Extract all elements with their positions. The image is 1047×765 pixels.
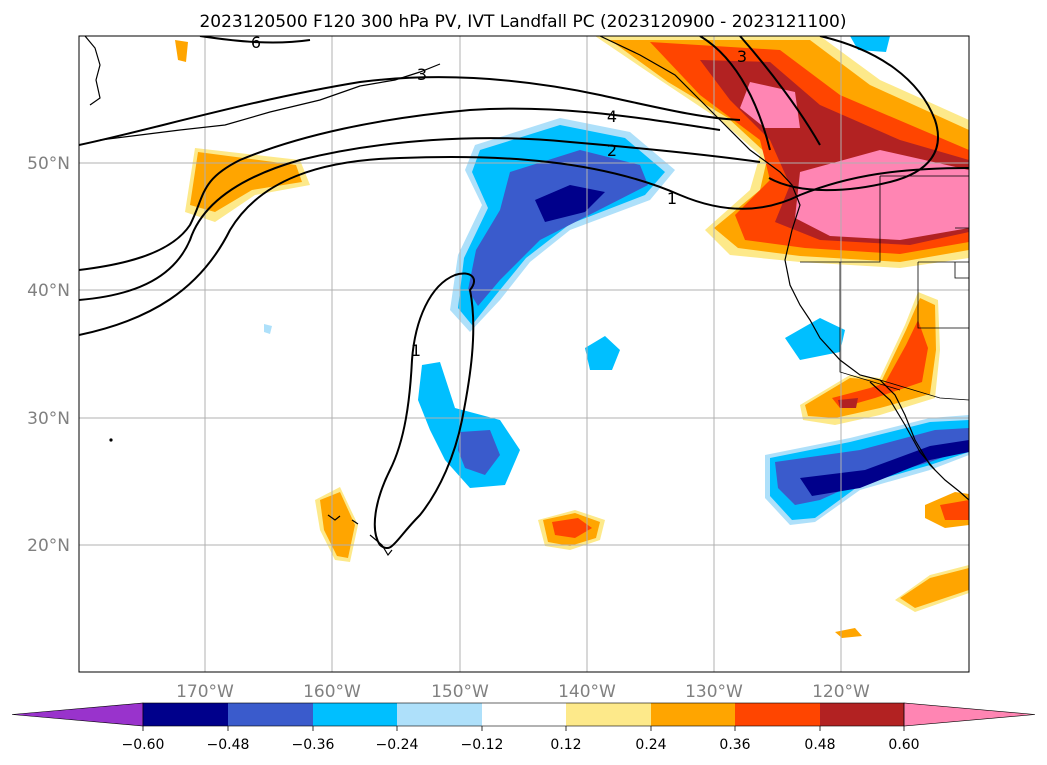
longitude-labels: 170°W 160°W 150°W 140°W 130°W 120°W: [176, 682, 870, 702]
contour-label: 6: [251, 33, 261, 52]
contour-label: 3: [737, 47, 747, 66]
pv-contours: [79, 36, 969, 550]
colorbar-label: 0.48: [804, 737, 835, 753]
alaska-coastline: [84, 36, 101, 106]
colorbar-segment: [820, 703, 904, 726]
colorbar-min-extend: [11, 702, 144, 727]
negative-anomaly-small: [585, 336, 620, 370]
positive-anomaly-small: [835, 628, 862, 638]
contour-label: 1: [667, 189, 677, 208]
lon-label: 170°W: [176, 682, 234, 702]
aleutian-islands: [99, 63, 441, 141]
figure-title: 2023120500 F120 300 hPa PV, IVT Landfall…: [199, 12, 846, 32]
north-america-coastline: [599, 36, 969, 501]
colorbar-label: 0.36: [719, 737, 750, 753]
pv-contour-4: [79, 76, 741, 146]
contour-label: 4: [607, 107, 617, 126]
pv-contour-labels: 1 1 2 3 3 4 6: [251, 33, 747, 360]
colorbar: −0.60 −0.48 −0.36 −0.24 −0.12 0.12 0.24 …: [11, 702, 1036, 753]
contour-label: 2: [607, 141, 617, 160]
colorbar-segment: [651, 703, 735, 726]
mexico-border: [879, 379, 969, 401]
positive-anomaly-small: [175, 40, 188, 62]
positive-anomaly-small: [552, 518, 592, 538]
contour-label: 3: [417, 65, 427, 84]
colorbar-label: −0.48: [207, 737, 250, 753]
pv-contour-1-east: [768, 36, 939, 192]
hawaii-islands: [327, 514, 393, 557]
positive-anomaly-pnw: [740, 82, 969, 240]
map-panel: 1 1 2 3 3 4 6: [79, 33, 969, 672]
pv-contour-3-east: [699, 36, 821, 151]
lon-label: 140°W: [558, 682, 616, 702]
pv-contour-2: [79, 137, 761, 301]
colorbar-segment: [397, 703, 482, 726]
pv-contour-6: [199, 36, 311, 44]
negative-anomaly-band: [468, 150, 648, 306]
lon-label: 150°W: [431, 682, 489, 702]
pv-contour-3: [79, 107, 721, 271]
map-frame: [78, 35, 970, 673]
colorbar-segment: [143, 703, 228, 726]
positive-anomaly-small: [320, 492, 355, 558]
positive-anomaly-small: [940, 500, 969, 520]
colorbar-segment: [566, 703, 651, 726]
gridlines: [79, 36, 969, 672]
colorbar-label: −0.12: [461, 737, 504, 753]
colorbar-segment: [228, 703, 313, 726]
colorbar-frame: [142, 702, 905, 727]
positive-anomaly-small: [900, 568, 969, 608]
positive-anomaly-baja: [832, 320, 928, 408]
lon-label: 120°W: [812, 682, 870, 702]
pv-contour-1-loop: [373, 272, 475, 550]
coastlines: [84, 36, 969, 557]
colorbar-label: −0.60: [122, 737, 165, 753]
colorbar-segment: [735, 703, 820, 726]
colorbar-label: −0.36: [292, 737, 335, 753]
colorbar-label: −0.24: [376, 737, 419, 753]
colorbar-segment: [482, 703, 566, 726]
positive-anomaly-baja: [838, 398, 858, 408]
lon-label: 130°W: [685, 682, 743, 702]
colorbar-label: 0.60: [888, 737, 919, 753]
lat-label: 40°N: [27, 281, 70, 301]
colorbar-label: 0.24: [635, 737, 666, 753]
colorbar-tick-labels: −0.60 −0.48 −0.36 −0.24 −0.12 0.12 0.24 …: [122, 737, 920, 753]
colorbar-segment: [313, 703, 397, 726]
colorbar-max-extend: [903, 702, 1036, 727]
negative-anomaly-band: [458, 430, 500, 475]
contour-label: 1: [411, 341, 421, 360]
colorbar-label: 0.12: [550, 737, 581, 753]
lat-label: 20°N: [27, 536, 70, 556]
latitude-labels: 20°N 30°N 40°N 50°N: [27, 154, 70, 556]
negative-anomaly-small: [264, 324, 272, 334]
colorbar-tick-marks: [142, 726, 905, 731]
baja-peninsula: [869, 381, 936, 471]
negative-anomaly-subtropical: [800, 440, 969, 496]
lat-label: 30°N: [27, 409, 70, 429]
lat-label: 50°N: [27, 154, 70, 174]
state-border: [800, 175, 969, 391]
lon-label: 160°W: [303, 682, 361, 702]
ivt-shading: [175, 36, 969, 638]
